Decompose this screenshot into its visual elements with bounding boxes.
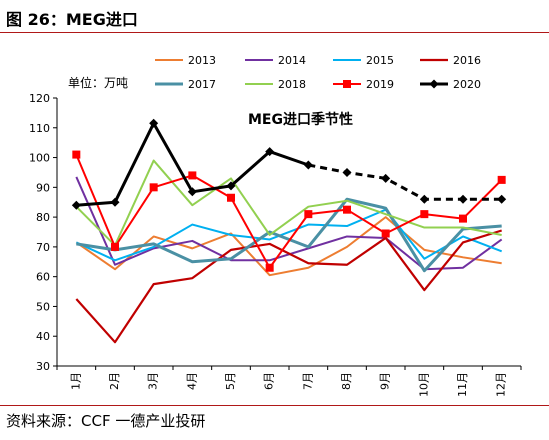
series-line-2016 <box>75 229 502 344</box>
series-line-2018 <box>75 159 502 247</box>
x-tick-label: 4月 <box>185 372 198 390</box>
y-tick-label: 110 <box>29 122 50 135</box>
point-2020 <box>187 187 197 197</box>
x-tick-label: 2月 <box>108 372 121 390</box>
chart-title: MEG进口季节性 <box>248 111 353 128</box>
x-axis: 1月 2月 3月 4月 5月 6月 7月 8月 9月 10月 11月 12月 <box>56 365 522 397</box>
x-tick-label: 1月 <box>69 372 82 390</box>
x-tick-label: 3月 <box>147 372 160 390</box>
point-2019 <box>420 210 429 219</box>
point-2019 <box>72 150 81 159</box>
y-tick-label: 90 <box>36 181 50 194</box>
x-tick-label: 11月 <box>456 372 469 397</box>
y-tick-label: 50 <box>36 300 50 313</box>
point-2019 <box>188 171 197 180</box>
figure-source: 资料来源：CCF 一德产业投研 <box>6 412 206 430</box>
point-2019 <box>381 229 390 238</box>
point-2020 <box>458 194 468 204</box>
legend-label: 2014 <box>278 54 306 67</box>
y-tick-label: 40 <box>36 330 50 343</box>
y-tick-label: 80 <box>36 211 50 224</box>
figure-header: 图 26：MEG进口 <box>0 0 549 36</box>
legend-item-2015: 2015 <box>333 54 394 67</box>
legend-label: 2020 <box>453 78 481 91</box>
series-line-2019 <box>75 154 503 269</box>
legend-label: 2013 <box>188 54 216 67</box>
legend-label: 2018 <box>278 78 306 91</box>
y-tick-label: 60 <box>36 271 50 284</box>
point-2019 <box>343 205 351 214</box>
point-2020 <box>342 167 352 177</box>
y-tick-label: 30 <box>36 360 50 373</box>
legend-item-2020: 2020 <box>420 78 481 91</box>
point-2019 <box>304 210 313 219</box>
y-axis: 30 40 50 60 70 80 90 100 110 120 <box>29 92 58 373</box>
x-tick-label: 12月 <box>495 372 508 397</box>
point-2019 <box>459 214 467 223</box>
point-2020 <box>497 194 507 204</box>
point-2019 <box>265 263 274 272</box>
header-rule <box>0 32 549 33</box>
x-tick-label: 9月 <box>379 372 392 390</box>
point-2019 <box>111 242 119 251</box>
legend-item-2013: 2013 <box>155 54 216 67</box>
legend-label: 2017 <box>188 78 216 91</box>
legend-item-2018: 2018 <box>245 78 306 91</box>
series-line-2020-dashed <box>308 163 502 201</box>
x-tick-label: 8月 <box>340 372 353 390</box>
legend-item-2016: 2016 <box>420 54 481 67</box>
point-2020 <box>265 147 275 157</box>
x-tick-label: 10月 <box>417 372 430 397</box>
x-tick-label: 6月 <box>263 372 276 390</box>
unit-label: 单位：万吨 <box>68 75 128 90</box>
legend-label: 2019 <box>366 78 394 91</box>
point-2020 <box>226 181 236 191</box>
figure-title: 图 26：MEG进口 <box>6 10 138 29</box>
x-tick-label: 5月 <box>224 372 237 390</box>
series-line-2013 <box>75 216 502 277</box>
point-2020 <box>110 197 120 207</box>
footer-rule <box>0 405 549 406</box>
chart-legend: 2013 2014 2015 2016 2017 2018 2019 2020 <box>155 54 481 91</box>
point-2019 <box>227 193 235 202</box>
legend-marker <box>343 80 351 88</box>
x-tick-label: 7月 <box>301 372 314 390</box>
legend-item-2017: 2017 <box>155 78 216 91</box>
legend-label: 2015 <box>366 54 394 67</box>
legend-item-2019: 2019 <box>333 78 394 91</box>
point-2019 <box>497 175 506 184</box>
y-tick-label: 120 <box>29 92 50 105</box>
plot-series <box>71 118 507 344</box>
point-2020 <box>381 173 391 183</box>
point-2020 <box>419 194 429 204</box>
point-2020 <box>303 160 313 170</box>
point-2020 <box>71 200 81 210</box>
series-line-2015 <box>75 208 503 262</box>
seasonal-line-chart: 2013 2014 2015 2016 2017 2018 2019 2020 单位：万吨 3… <box>29 54 522 397</box>
y-tick-label: 100 <box>29 152 50 165</box>
legend-marker <box>429 79 439 89</box>
legend-item-2014: 2014 <box>245 54 306 67</box>
legend-label: 2016 <box>453 54 481 67</box>
y-tick-label: 70 <box>36 241 50 254</box>
point-2020 <box>149 118 159 128</box>
point-2019 <box>149 183 158 192</box>
